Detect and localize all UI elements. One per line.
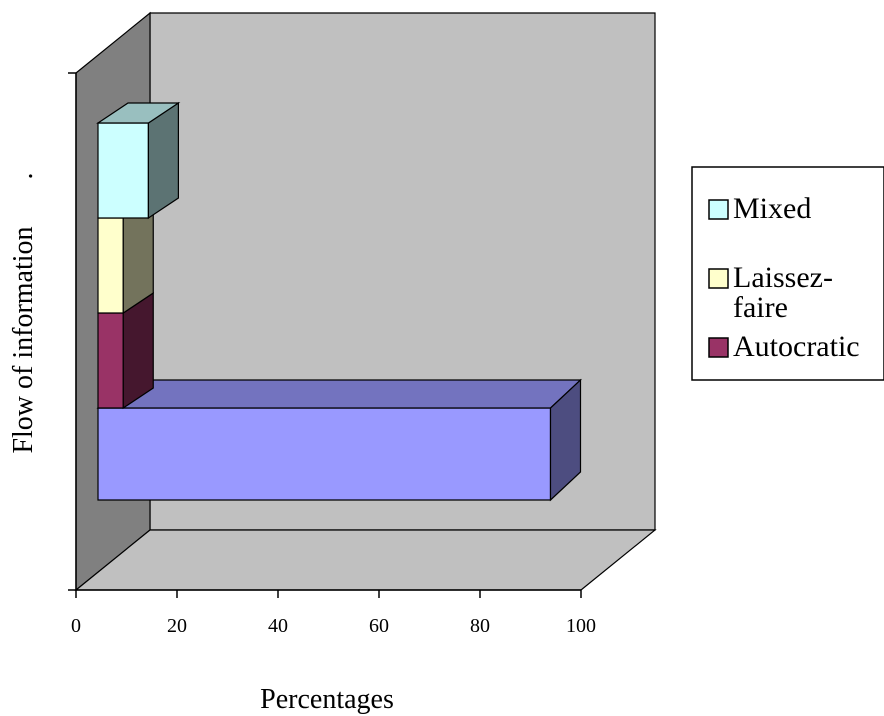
legend-label-mixed: Mixed bbox=[733, 192, 811, 225]
chart-axes: 0 20 40 60 80 100 bbox=[68, 72, 596, 637]
bar-main-front bbox=[97, 407, 552, 501]
x-axis-title: Percentages bbox=[260, 684, 394, 715]
x-tick-label: 0 bbox=[71, 615, 81, 637]
bar-main-top bbox=[96, 379, 583, 409]
x-tick-label: 80 bbox=[470, 615, 490, 637]
x-tick-label: 60 bbox=[369, 615, 389, 637]
legend: Mixed Laissez-faire Autocratic bbox=[691, 166, 884, 381]
bar-mixed-top bbox=[96, 102, 181, 124]
y-axis-title-suffix: . bbox=[8, 173, 39, 180]
x-tick-label: 20 bbox=[167, 615, 187, 637]
bar-autocratic-front bbox=[97, 312, 124, 409]
chart-walls bbox=[74, 11, 657, 592]
chart-bars bbox=[96, 101, 583, 502]
floor bbox=[74, 529, 657, 591]
y-axis-title: Flow of information bbox=[8, 226, 39, 453]
legend-label-laissez-faire: faire bbox=[733, 291, 788, 324]
bar-main-side bbox=[549, 378, 582, 502]
legend-swatch-autocratic bbox=[708, 337, 729, 358]
legend-label-laissez-faire: Laissez- bbox=[733, 261, 833, 294]
bar-laissez-faire-front bbox=[97, 217, 124, 314]
bar-mixed-front bbox=[97, 122, 149, 219]
x-tick-label: 100 bbox=[566, 615, 596, 637]
legend-label-autocratic: Autocratic bbox=[733, 330, 860, 363]
legend-swatch-laissez-faire bbox=[708, 268, 729, 289]
legend-swatch-mixed bbox=[708, 199, 729, 220]
x-tick-label: 40 bbox=[268, 615, 288, 637]
